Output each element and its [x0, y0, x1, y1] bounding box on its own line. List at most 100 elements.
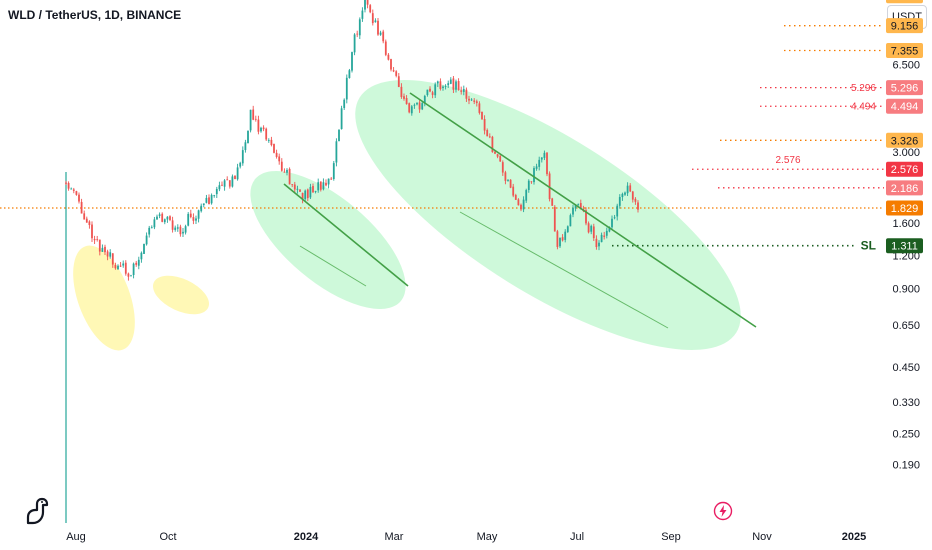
candle-body — [538, 159, 541, 167]
candle-body — [553, 206, 556, 232]
candle-body — [405, 98, 408, 105]
candle-body — [265, 128, 268, 140]
candle-body — [340, 108, 343, 130]
candle-body — [413, 104, 416, 106]
candle-body — [551, 198, 554, 206]
candle-body — [208, 197, 210, 205]
tradingview-dino-icon[interactable] — [22, 496, 52, 526]
candle-body — [127, 273, 130, 277]
candle-body — [137, 259, 140, 266]
candle-body — [429, 88, 431, 92]
candle-body — [117, 265, 119, 270]
candle-body — [517, 199, 520, 206]
candle-body — [317, 182, 320, 191]
candle-body — [195, 218, 197, 221]
candle-body — [369, 5, 372, 13]
candle-body — [577, 204, 580, 205]
candle-body — [67, 182, 70, 189]
candle-body — [507, 179, 509, 181]
candle-body — [109, 252, 112, 257]
candle-body — [234, 175, 236, 180]
candle-body — [309, 186, 312, 198]
price-label: 9.156 — [891, 21, 919, 33]
candle-body — [75, 191, 78, 195]
candle-body — [304, 190, 307, 200]
trendline-2 — [409, 92, 757, 328]
candle-body — [226, 179, 229, 181]
flash-event-icon[interactable] — [713, 501, 733, 521]
candle-body — [408, 103, 411, 113]
candle-body — [387, 54, 390, 60]
candle-body — [182, 231, 184, 234]
candle-body — [574, 204, 577, 209]
x-tick-label: Sep — [661, 531, 681, 543]
candle-body — [200, 205, 203, 212]
x-tick-label: Oct — [159, 531, 176, 543]
candle-body — [379, 32, 382, 35]
candle-body — [629, 185, 632, 192]
price-labels: 11.929 9.156 7.355 5.296 5.296 4.494 4.494 3.32… — [775, 0, 923, 254]
candle-body — [444, 86, 447, 87]
candle-body — [514, 195, 517, 200]
candle-body — [548, 173, 551, 200]
y-tick-label: 3.000 — [892, 147, 920, 159]
candle-body — [96, 239, 99, 240]
candle-body — [494, 151, 496, 154]
candle-body — [72, 189, 75, 191]
candle-body — [364, 0, 366, 10]
candle-body — [239, 162, 242, 167]
x-tick-label: May — [477, 531, 498, 543]
candle-body — [278, 156, 281, 162]
candle-body — [447, 83, 450, 86]
y-axis: 18.00013.0006.5003.0001.6001.2000.9000.6… — [892, 59, 920, 471]
candle-body — [561, 237, 564, 241]
price-label: 1.829 — [891, 203, 919, 215]
candle-body — [210, 194, 213, 204]
candle-body — [288, 168, 291, 185]
candle-body — [631, 191, 634, 200]
candle-body — [319, 181, 322, 190]
candle-body — [572, 207, 574, 215]
candle-body — [455, 81, 457, 90]
candle-body — [366, 0, 369, 5]
trendline-1 — [283, 183, 409, 287]
candle-body — [314, 191, 317, 192]
candle-body — [449, 79, 452, 84]
candle-body — [358, 19, 361, 36]
candle-body — [533, 168, 535, 183]
x-tick-label: Nov — [752, 531, 772, 543]
candle-body — [80, 201, 83, 214]
candle-body — [416, 102, 418, 105]
candle-body — [431, 92, 434, 95]
candle-body — [468, 98, 470, 101]
candle-body — [434, 84, 437, 96]
candle-body — [236, 167, 239, 180]
candle-body — [637, 202, 639, 210]
price-label-bg — [886, 200, 923, 216]
candle-body — [481, 111, 483, 120]
candle-body — [101, 247, 104, 252]
level-annotation: 2.576 — [775, 155, 800, 166]
candle-body — [499, 156, 502, 162]
candle-body — [291, 184, 294, 186]
price-label-bg — [886, 0, 923, 4]
y-tick-label: 1.200 — [892, 251, 920, 263]
candle-body — [241, 150, 244, 164]
candle-body — [176, 227, 179, 229]
candle-body — [322, 182, 325, 190]
candle-body — [93, 238, 96, 241]
x-tick-label: Aug — [66, 531, 86, 543]
price-label: 1.311 — [891, 241, 918, 253]
candle-body — [382, 31, 385, 42]
candle-body — [470, 99, 473, 101]
trend-lines — [283, 92, 757, 329]
candle-body — [621, 193, 624, 198]
candle-body — [384, 41, 387, 55]
candle-body — [400, 86, 403, 98]
candle-body — [351, 52, 353, 71]
candle-body — [122, 263, 125, 266]
candle-body — [135, 262, 138, 265]
candle-body — [228, 180, 231, 187]
candle-body — [585, 210, 587, 224]
